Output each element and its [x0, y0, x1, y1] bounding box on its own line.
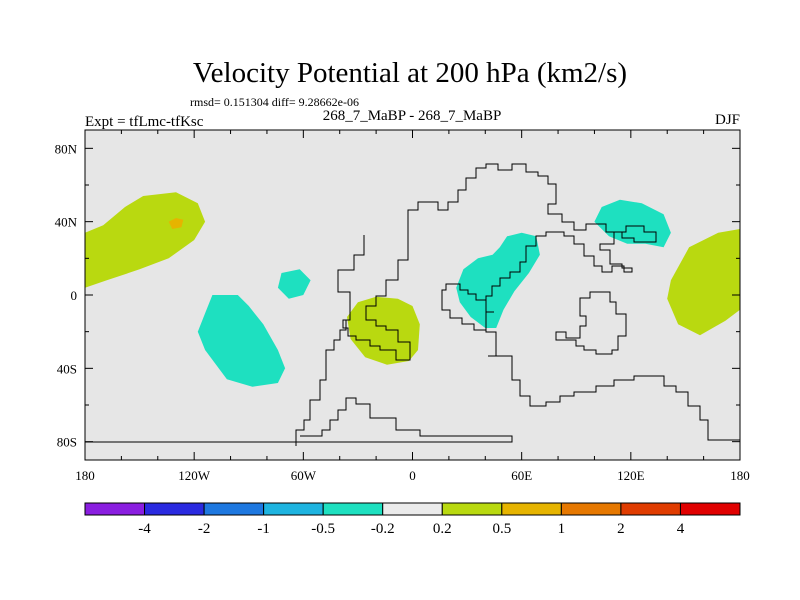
colorbar-box-2: [203, 502, 265, 516]
colorbar-label-0: -4: [138, 521, 151, 537]
y-axis: 80N 40N 0 40S 80S: [55, 141, 740, 450]
colorbar-box-1: [144, 502, 205, 516]
colorbar-box-6: [441, 502, 503, 516]
contour-regions: [85, 192, 740, 387]
contour-region-7: [456, 232, 540, 328]
contour-region-5: [197, 295, 286, 387]
continent-outline-main: [295, 163, 740, 446]
colorbar-label-5: 0.2: [433, 521, 452, 537]
contour-region-3: [667, 229, 740, 336]
x-tick-label-0: 180: [75, 468, 95, 483]
colorbar-label-1: -2: [198, 521, 211, 537]
contour-region-1: [85, 192, 206, 288]
y-tick-label-3: 40S: [57, 361, 77, 376]
y-tick-label-1: 40N: [55, 215, 78, 230]
x-tick-label-6: 180: [730, 468, 750, 483]
colorbar-box-3: [263, 502, 324, 516]
colorbar-label-9: 4: [677, 521, 685, 537]
colorbar: -4 -2 -1 -0.5 -0.2 0.2 0.5 1 2 4: [84, 502, 741, 537]
plot-background: [85, 130, 740, 460]
continent-outline-antarctica: [85, 397, 513, 443]
colorbar-label-3: -0.5: [311, 521, 335, 537]
experiment-label: Expt = tfLmc-tfKsc: [85, 114, 204, 130]
y-tick-label-2: 0: [71, 288, 78, 303]
colorbar-label-4: -0.2: [371, 521, 395, 537]
colorbar-label-2: -1: [257, 521, 270, 537]
y-tick-label-0: 80N: [55, 141, 78, 156]
contour-region-2: [168, 218, 184, 229]
contour-region-6: [277, 269, 311, 299]
contour-region-4: [347, 296, 420, 365]
colorbar-label-7: 1: [558, 521, 566, 537]
chart-title: Velocity Potential at 200 hPa (km2/s): [193, 57, 627, 89]
colorbar-box-8: [560, 502, 622, 516]
stats-label: rmsd= 0.151304 diff= 9.28662e-06: [190, 95, 359, 109]
x-axis: 180 120W 60W 0 60E 120E 180: [75, 130, 750, 483]
colorbar-label-6: 0.5: [492, 521, 511, 537]
x-tick-label-1: 120W: [178, 468, 211, 483]
x-tick-label-2: 60W: [291, 468, 317, 483]
colorbar-box-7: [501, 502, 562, 516]
x-tick-label-5: 120E: [617, 468, 645, 483]
y-tick-label-4: 80S: [57, 435, 77, 450]
colorbar-box-9: [620, 502, 681, 516]
colorbar-box-0: [84, 502, 146, 516]
continent-outline-island: [555, 291, 627, 355]
colorbar-box-5: [382, 502, 443, 516]
colorbar-box-10: [679, 502, 741, 516]
season-label: DJF: [715, 112, 740, 128]
case-label: 268_7_MaBP - 268_7_MaBP: [323, 108, 502, 124]
x-tick-label-3: 0: [409, 468, 416, 483]
colorbar-label-8: 2: [617, 521, 625, 537]
x-tick-label-4: 60E: [511, 468, 532, 483]
continent-outlines: [85, 163, 740, 446]
colorbar-box-4: [322, 502, 384, 516]
